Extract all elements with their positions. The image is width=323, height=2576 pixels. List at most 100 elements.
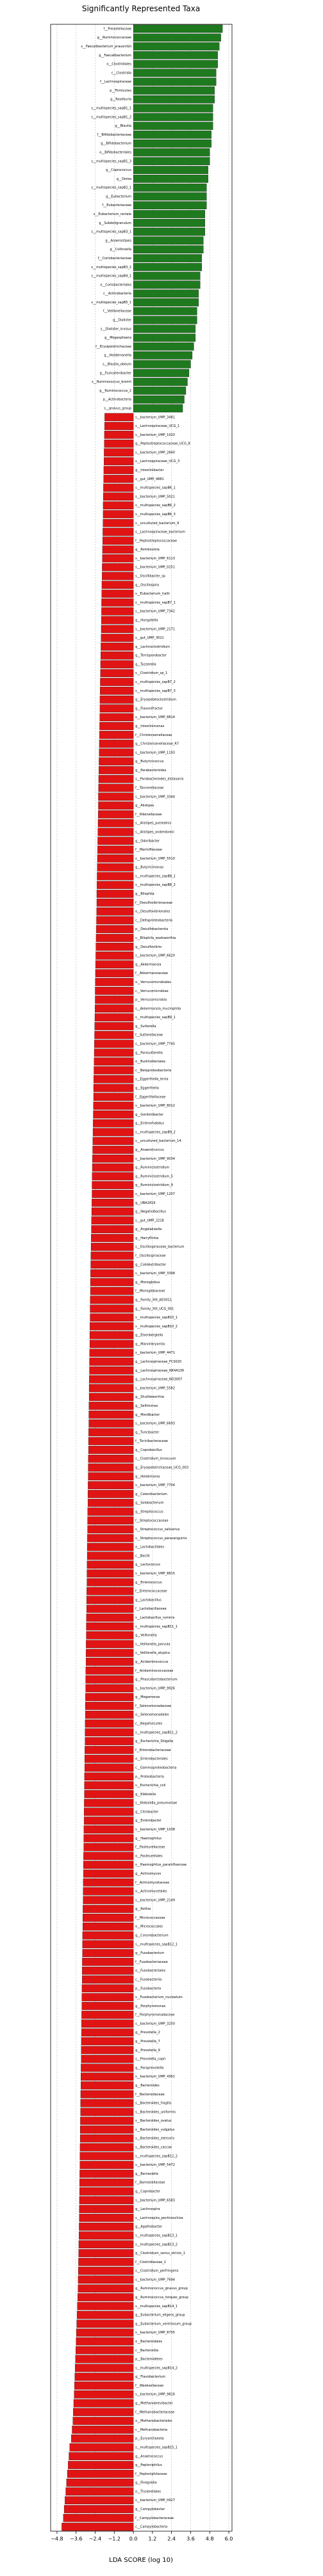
bar-label: g__Family_XIII_UCG_001 bbox=[135, 1307, 174, 1311]
bar bbox=[133, 24, 223, 33]
bar bbox=[92, 1137, 134, 1145]
bar bbox=[103, 536, 134, 545]
bar bbox=[97, 872, 134, 881]
bar-label: s__Faecalibacterium_prausnitzii bbox=[81, 45, 131, 49]
bar bbox=[74, 2390, 134, 2399]
bar bbox=[78, 2293, 134, 2301]
bar bbox=[90, 1313, 134, 1322]
bar-label: f__Eubacteriaceae bbox=[102, 204, 131, 207]
bar-label: g__Lachnospiraceae_ND3007 bbox=[135, 1378, 182, 1382]
bar bbox=[96, 925, 134, 933]
bar bbox=[69, 2443, 134, 2452]
bar bbox=[66, 2478, 134, 2487]
bar bbox=[87, 1534, 134, 1542]
bar bbox=[95, 934, 134, 942]
bar bbox=[92, 1155, 134, 1163]
bar-label: g__Ruminiclostridium bbox=[135, 1166, 169, 1170]
x-tick-label: −1.2 bbox=[108, 2536, 120, 2542]
bar bbox=[78, 2240, 134, 2248]
bar bbox=[83, 1852, 134, 1860]
bar bbox=[103, 519, 134, 527]
bar-label: s__multispecies_sapB3_2 bbox=[91, 266, 131, 269]
bar-label: g__Desulfovibrio bbox=[135, 945, 162, 949]
bar bbox=[133, 60, 218, 68]
bar-label: g__Rothia bbox=[135, 1907, 151, 1911]
bar bbox=[79, 2196, 134, 2205]
bar bbox=[79, 2231, 134, 2240]
chart-title: Significantly Represented Taxa bbox=[82, 4, 200, 13]
bar bbox=[133, 307, 197, 316]
bar bbox=[90, 1286, 134, 1295]
bar bbox=[79, 2205, 134, 2213]
bar-label: s__Bacteroides_ovatus bbox=[135, 2119, 172, 2123]
bar bbox=[80, 2134, 134, 2143]
bar-label: s__gut_UMP_2218 bbox=[135, 1219, 164, 1222]
bar bbox=[79, 2143, 134, 2152]
bar bbox=[87, 1525, 134, 1533]
bar bbox=[88, 1454, 134, 1463]
bar bbox=[87, 1560, 134, 1569]
bar-label: s__bacterium_UMP_8814 bbox=[135, 716, 175, 719]
bar-label: o__Pasteurellales bbox=[135, 1854, 163, 1858]
bar-label: g__Sutterella bbox=[135, 1025, 156, 1028]
x-axis-label: LDA SCORE (log 10) bbox=[109, 2557, 173, 2564]
bar-label: g__Methanobrevibacter bbox=[135, 2402, 174, 2406]
bar-label: g__Roseburia bbox=[110, 98, 131, 102]
bar bbox=[82, 1940, 134, 1949]
bar-label: g__Bacteroides bbox=[135, 2084, 160, 2088]
bar bbox=[86, 1640, 134, 1649]
bar bbox=[133, 219, 205, 227]
bar bbox=[83, 1807, 134, 1816]
bar bbox=[80, 2116, 134, 2125]
bar-label: g__Escherichia_Shigella bbox=[135, 1740, 173, 1743]
bar-label: s__Alistipes_putredinis bbox=[135, 822, 172, 826]
bar bbox=[133, 166, 208, 174]
bar-label: g__Lachnospiraceae_FCS020 bbox=[135, 1360, 181, 1364]
bar-label: o__Tissierellales bbox=[135, 2490, 161, 2493]
bar-label: c__Gammaproteobacteria bbox=[135, 1766, 176, 1770]
bar-label: f__Rikenellaceae bbox=[135, 813, 162, 817]
bar bbox=[73, 2408, 134, 2417]
bar-label: g__Erysipelatoclostridium bbox=[135, 698, 176, 702]
bar-label: g__Eubacterium_eligens_group bbox=[135, 2314, 185, 2317]
bar bbox=[101, 643, 134, 651]
bar bbox=[133, 387, 186, 395]
bar bbox=[82, 1949, 134, 1957]
bar-label: g__Shuttleworthia bbox=[135, 1395, 164, 1399]
bar bbox=[87, 1551, 134, 1560]
bar bbox=[88, 1384, 134, 1393]
bar-label: s__Bacteroides_stercoris bbox=[135, 2137, 174, 2141]
bar-label: s__multispecies_sapB15_1 bbox=[135, 2445, 178, 2449]
bar bbox=[82, 1914, 134, 1922]
bar-label: g__Flavobacterium bbox=[135, 2375, 165, 2379]
x-tick-label: −2.4 bbox=[89, 2536, 101, 2542]
bar-label: g__Dialister bbox=[113, 319, 132, 323]
bar-label: s__bacterium_UMP_1038 bbox=[135, 1828, 175, 1832]
bar bbox=[93, 1119, 134, 1128]
bar-label: g__Solobacterium bbox=[135, 1501, 163, 1505]
bar bbox=[95, 960, 134, 969]
bar bbox=[90, 1260, 134, 1269]
bar bbox=[75, 2355, 134, 2364]
bar bbox=[94, 1048, 134, 1057]
bar-label: g__Prevotella_7 bbox=[135, 2040, 160, 2044]
bar bbox=[81, 2081, 134, 2090]
bar bbox=[80, 2108, 134, 2116]
bar bbox=[72, 2426, 134, 2434]
bar bbox=[87, 1507, 134, 1516]
bar-label: g__Lachnoclostridium bbox=[135, 645, 170, 649]
bar-label: g__UBA1819 bbox=[135, 1201, 155, 1205]
bar-label: s__bacterium_UMP_4471 bbox=[135, 1351, 175, 1355]
bar bbox=[74, 2372, 134, 2381]
bar bbox=[101, 625, 134, 634]
bar-label: g__Harryflintia bbox=[135, 1236, 158, 1240]
bar bbox=[87, 1516, 134, 1525]
bar-label: g__Parabacteroides bbox=[135, 769, 167, 772]
bar-label: s__multispecies_sapB11_2 bbox=[135, 1731, 178, 1734]
bar-label: g__Christensenellaceae_R7 bbox=[135, 742, 179, 746]
bar bbox=[91, 1207, 134, 1216]
bar bbox=[78, 2249, 134, 2257]
bar bbox=[65, 2496, 134, 2504]
bar-label: g__Odoribacter bbox=[135, 839, 160, 843]
